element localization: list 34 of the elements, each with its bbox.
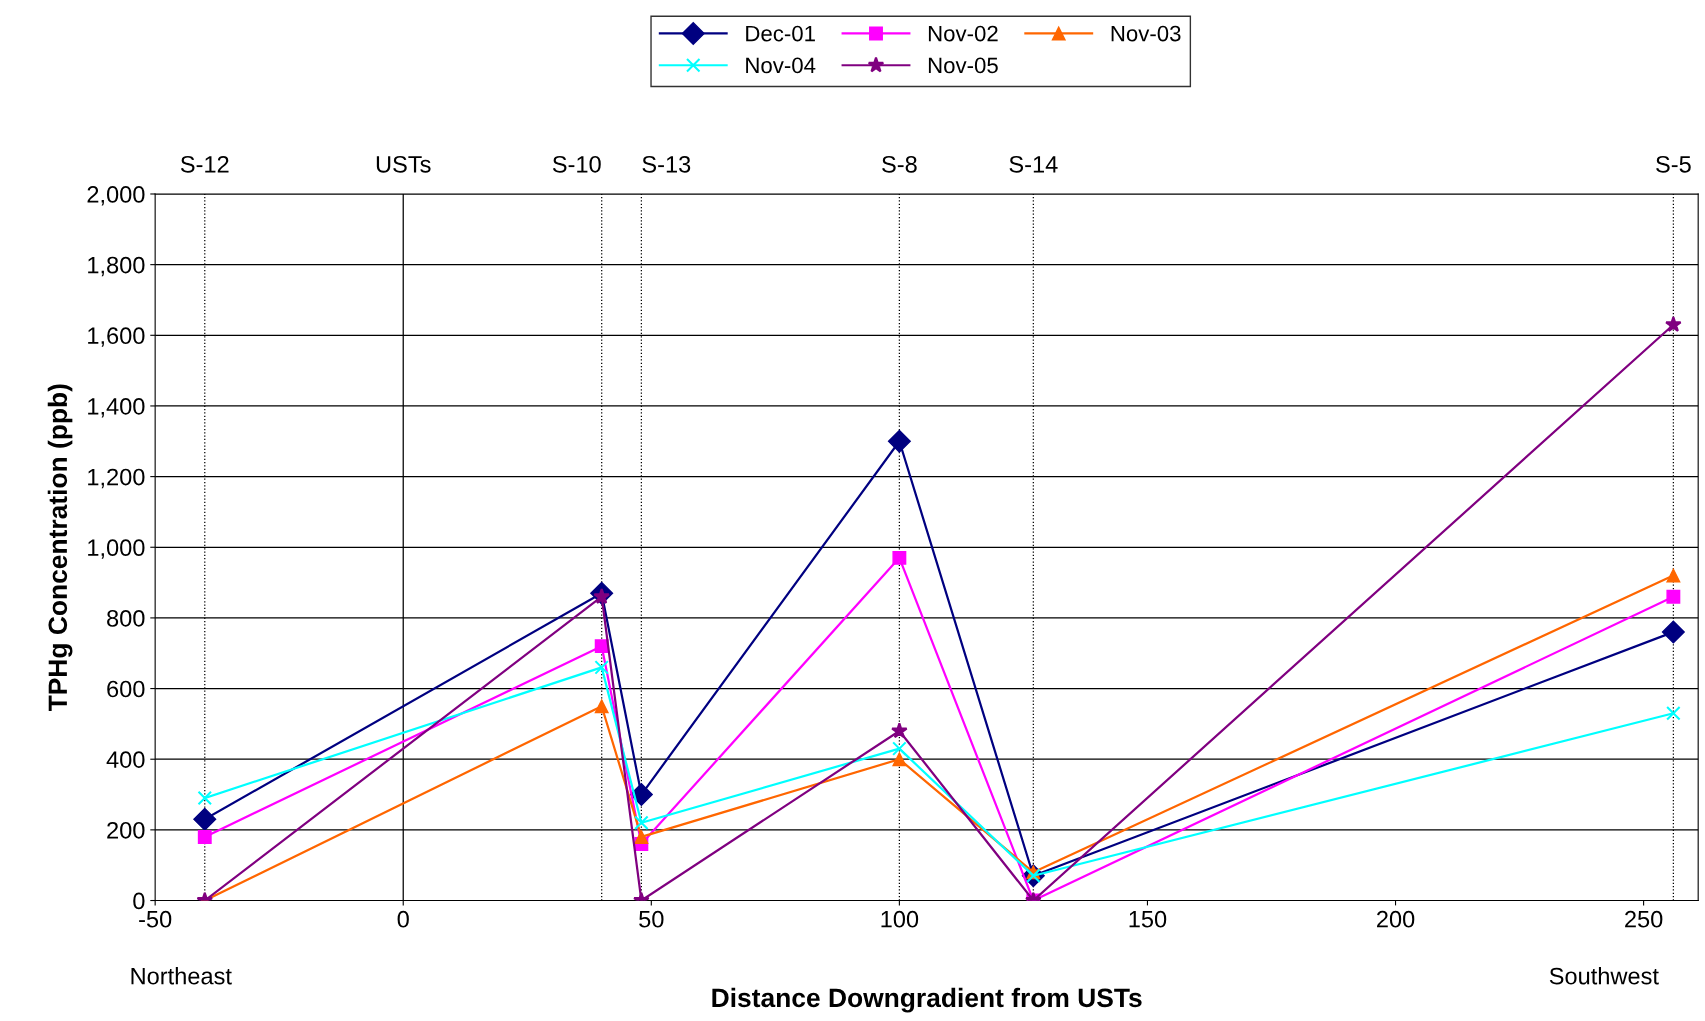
y-tick-label: 1,200: [88, 468, 145, 489]
x-tick-label: 250: [1625, 910, 1663, 928]
ref-line-label: S-5: [1656, 155, 1691, 173]
ref-line-label: S-14: [1009, 155, 1058, 173]
y-tick-label: 800: [107, 609, 145, 627]
y-tick-label: 1,600: [88, 327, 145, 347]
x-tick-label: 0: [397, 910, 409, 928]
x-tick-label: 50: [639, 910, 664, 928]
ref-line-label: S-10: [552, 155, 601, 173]
legend-label: Nov-04: [746, 57, 816, 74]
ref-line-label: S-8: [882, 155, 917, 173]
legend-label: Nov-02: [928, 25, 998, 42]
y-tick-label: 400: [106, 751, 145, 768]
ref-line-label: S-12: [180, 155, 229, 173]
x-axis-title: Distance Downgradient from USTs: [712, 987, 1142, 1013]
y-tick-label: 200: [107, 821, 145, 839]
x-tick-label: -50: [139, 910, 172, 928]
y-tick-label: 2,000: [87, 186, 145, 206]
x-tick-label: 200: [1377, 910, 1415, 928]
y-axis-title: TPHg Concentration (ppb): [47, 384, 73, 712]
x-tick-label: 150: [1129, 910, 1167, 928]
ref-line-label: USTs: [376, 155, 431, 173]
y-tick-label: 1,000: [88, 539, 145, 559]
text: Southwest: [1549, 967, 1659, 985]
legend-label: Nov-05: [928, 57, 998, 74]
y-tick-label: 600: [107, 680, 145, 698]
ref-line-label: S-13: [642, 155, 691, 173]
y-tick-label: 1,800: [88, 256, 145, 277]
legend-label: Dec-01: [746, 25, 815, 42]
y-tick-label: 1,400: [88, 398, 145, 418]
y-tick-label: 0: [133, 892, 145, 910]
x-tick-label: 100: [881, 910, 919, 928]
text: Northeast: [131, 967, 232, 985]
legend-label: Nov-03: [1111, 25, 1181, 42]
